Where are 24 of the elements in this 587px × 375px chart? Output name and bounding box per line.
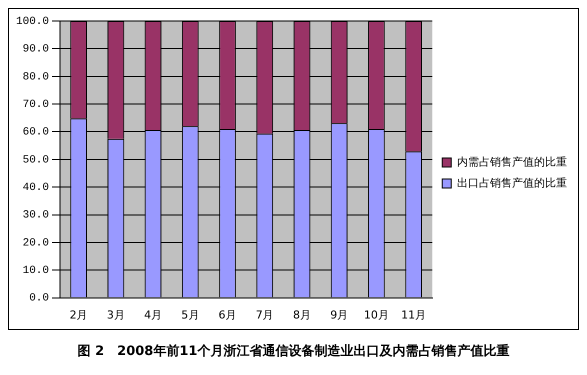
y-tick-label: 50.0 (22, 154, 50, 166)
y-tick-label: 70.0 (22, 98, 50, 111)
x-tick-label: 9月 (330, 308, 348, 322)
x-tick-label: 6月 (218, 308, 237, 322)
x-tick-label: 5月 (181, 308, 200, 322)
y-tick-label: 90.0 (22, 44, 50, 56)
y-tick-label: 40.0 (22, 182, 50, 194)
x-tick-label: 10月 (364, 308, 389, 322)
x-tick-label: 2月 (70, 308, 88, 322)
y-tick-label: 60.0 (22, 126, 50, 139)
legend-label: 出口占销售产值的比重 (456, 176, 567, 190)
legend-label: 内需占销售产值的比重 (456, 155, 567, 168)
y-tick-label: 0.0 (29, 292, 50, 305)
y-tick-label: 100.0 (16, 16, 50, 28)
x-tick-label: 7月 (256, 308, 274, 322)
x-tick-label: 4月 (144, 308, 162, 322)
x-tick-label: 3月 (106, 308, 125, 322)
x-tick-label: 8月 (292, 308, 311, 322)
text: 图 2 2008年前11个月浙江省通信设备制造业出口及内需占销售产值比重 (76, 342, 510, 360)
y-tick-label: 20.0 (22, 237, 50, 250)
y-tick-label: 30.0 (22, 210, 50, 222)
x-tick-label: 11月 (401, 308, 426, 322)
y-tick-label: 80.0 (22, 71, 50, 84)
y-tick-label: 10.0 (22, 265, 50, 278)
